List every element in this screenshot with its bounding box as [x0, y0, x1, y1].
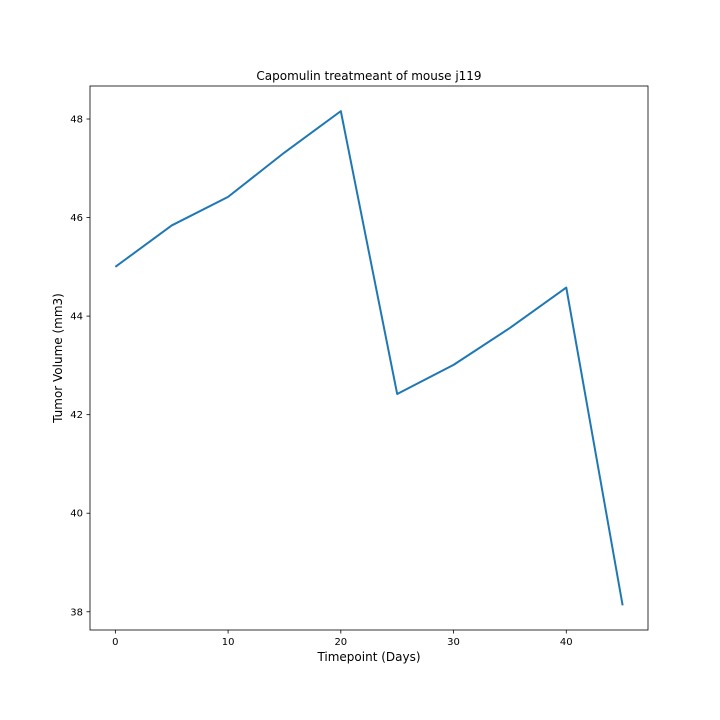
x-tick-label: 40: [560, 637, 573, 648]
y-tick-label: 38: [70, 607, 83, 618]
axes-frame: [89, 85, 649, 631]
y-tick-label: 40: [70, 509, 83, 520]
x-tick-label: 0: [112, 637, 118, 648]
x-tick-label: 10: [222, 637, 235, 648]
y-axis-label: Tumor Volume (mm3): [51, 293, 65, 424]
x-tick-label: 20: [334, 637, 347, 648]
x-axis-ticks: 0 10 20 30 40: [112, 630, 573, 648]
y-tick-label: 44: [70, 312, 83, 323]
plot-area: [114, 110, 624, 606]
y-tick-label: 48: [70, 115, 83, 126]
x-tick-label: 30: [447, 637, 460, 648]
chart-title: Capomulin treatmeant of mouse j119: [256, 69, 481, 83]
y-axis-ticks: 38 40 42 44 46 48: [70, 115, 90, 618]
y-tick-label: 46: [70, 213, 83, 224]
series-line: [114, 110, 624, 606]
x-axis-label: Timepoint (Days): [316, 650, 420, 664]
y-tick-label: 42: [70, 410, 83, 421]
